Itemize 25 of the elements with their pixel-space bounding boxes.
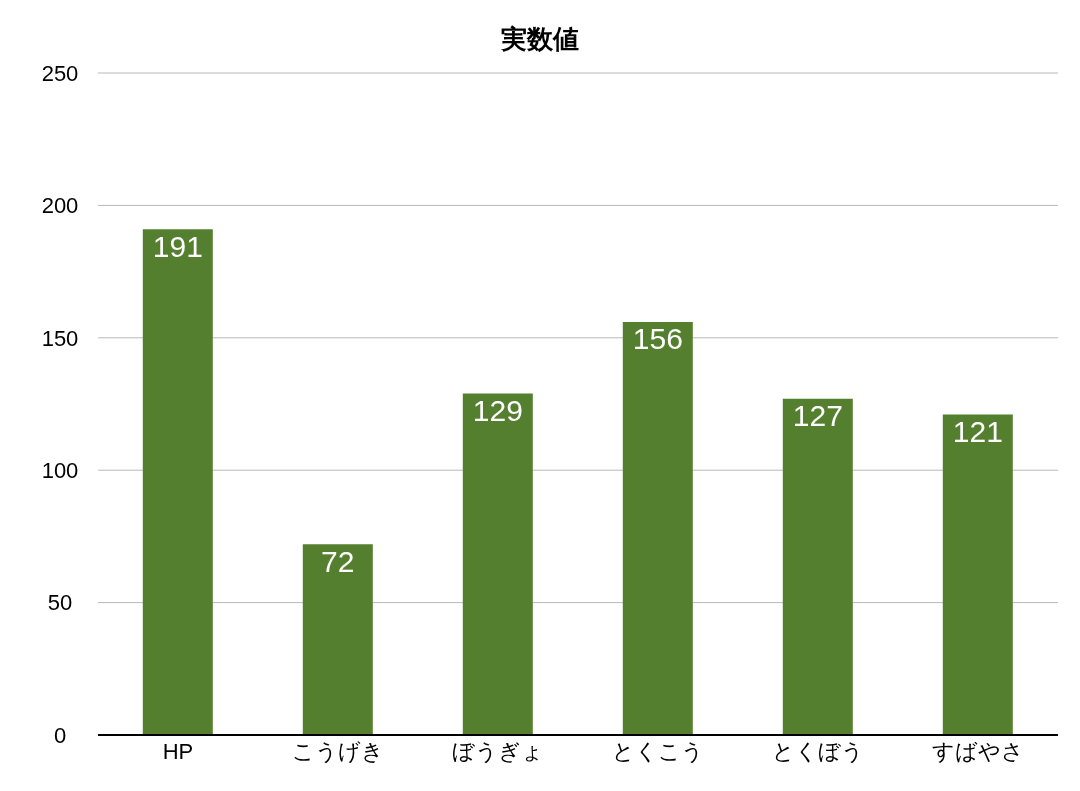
data-label: 121: [952, 414, 1003, 448]
y-tick-label: 50: [47, 590, 73, 616]
y-tick-label: 200: [41, 193, 79, 219]
bar: [142, 229, 213, 735]
y-tick-label: 250: [41, 60, 79, 86]
bar: [462, 393, 533, 735]
data-label: 191: [152, 229, 203, 263]
y-tick-label: 0: [53, 722, 67, 748]
x-tick-label: HP: [162, 738, 194, 764]
x-tick-label: こうげき: [292, 738, 384, 764]
y-tick-label: 150: [41, 325, 79, 351]
bar: [302, 544, 373, 735]
bar: [782, 398, 853, 735]
data-label: 72: [321, 544, 355, 578]
y-tick-label: 100: [41, 458, 79, 484]
x-tick-label: ぼうぎょ: [452, 738, 544, 764]
data-label: 156: [632, 322, 683, 356]
x-tick-label: とくぼう: [772, 738, 864, 764]
bar: [942, 414, 1013, 735]
x-tick-label: とくこう: [612, 738, 704, 764]
x-tick-label: すばやさ: [932, 738, 1024, 764]
bar: [622, 321, 693, 735]
chart-title: 実数値: [500, 23, 580, 56]
data-label: 127: [792, 399, 843, 432]
data-label: 129: [472, 393, 523, 427]
